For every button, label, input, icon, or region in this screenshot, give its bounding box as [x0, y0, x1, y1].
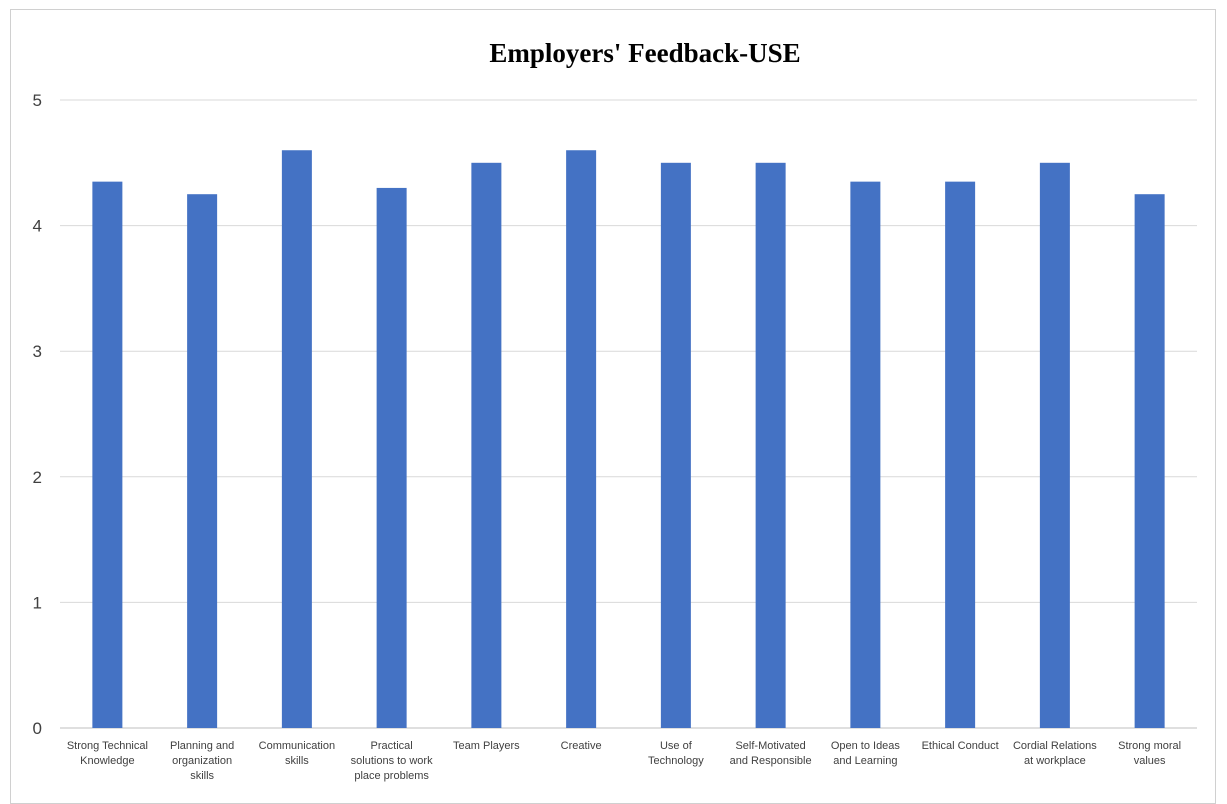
x-tick-label: Communication skills	[259, 740, 335, 767]
x-tick-label: Use of Technology	[648, 740, 704, 767]
bar	[566, 150, 597, 729]
y-tick-label: 5	[33, 91, 42, 110]
x-tick-label: Strong moral values	[1118, 740, 1181, 767]
x-axis: Strong Technical Knowledge Planning and org…	[67, 740, 1181, 782]
bar	[281, 150, 312, 729]
bar	[92, 181, 123, 728]
x-tick-label: Team Players	[453, 740, 520, 752]
x-tick-label: Ethical Conduct	[922, 740, 999, 752]
bar	[471, 162, 502, 729]
x-tick-label: Cordial Relations at workplace	[1013, 740, 1097, 767]
y-tick-label: 0	[33, 719, 42, 738]
chart-title: Employers' Feedback-USE	[489, 38, 800, 68]
bar	[376, 187, 407, 729]
y-tick-label: 2	[33, 468, 42, 487]
x-tick-label: Creative	[561, 740, 602, 752]
bar	[945, 181, 976, 728]
bar	[850, 181, 881, 728]
x-tick-label: Open to Ideas and Learning	[831, 740, 901, 767]
bar	[187, 194, 218, 728]
y-axis: 0 1 2 3 4 5	[33, 91, 42, 738]
bar	[660, 162, 691, 729]
bar	[1039, 162, 1070, 729]
x-tick-label: Practical solutions to work place problems	[351, 740, 433, 782]
x-tick-label: Strong Technical Knowledge	[67, 740, 148, 767]
bar	[1134, 194, 1165, 728]
bar	[755, 162, 786, 729]
x-tick-label: Planning and organization skills	[170, 740, 234, 782]
y-tick-label: 3	[33, 342, 42, 361]
gridlines	[60, 99, 1197, 729]
x-tick-label: Self-Motivated and Responsible	[730, 740, 812, 767]
bars	[92, 150, 1165, 729]
y-tick-label: 1	[33, 593, 42, 612]
y-tick-label: 4	[33, 217, 42, 236]
